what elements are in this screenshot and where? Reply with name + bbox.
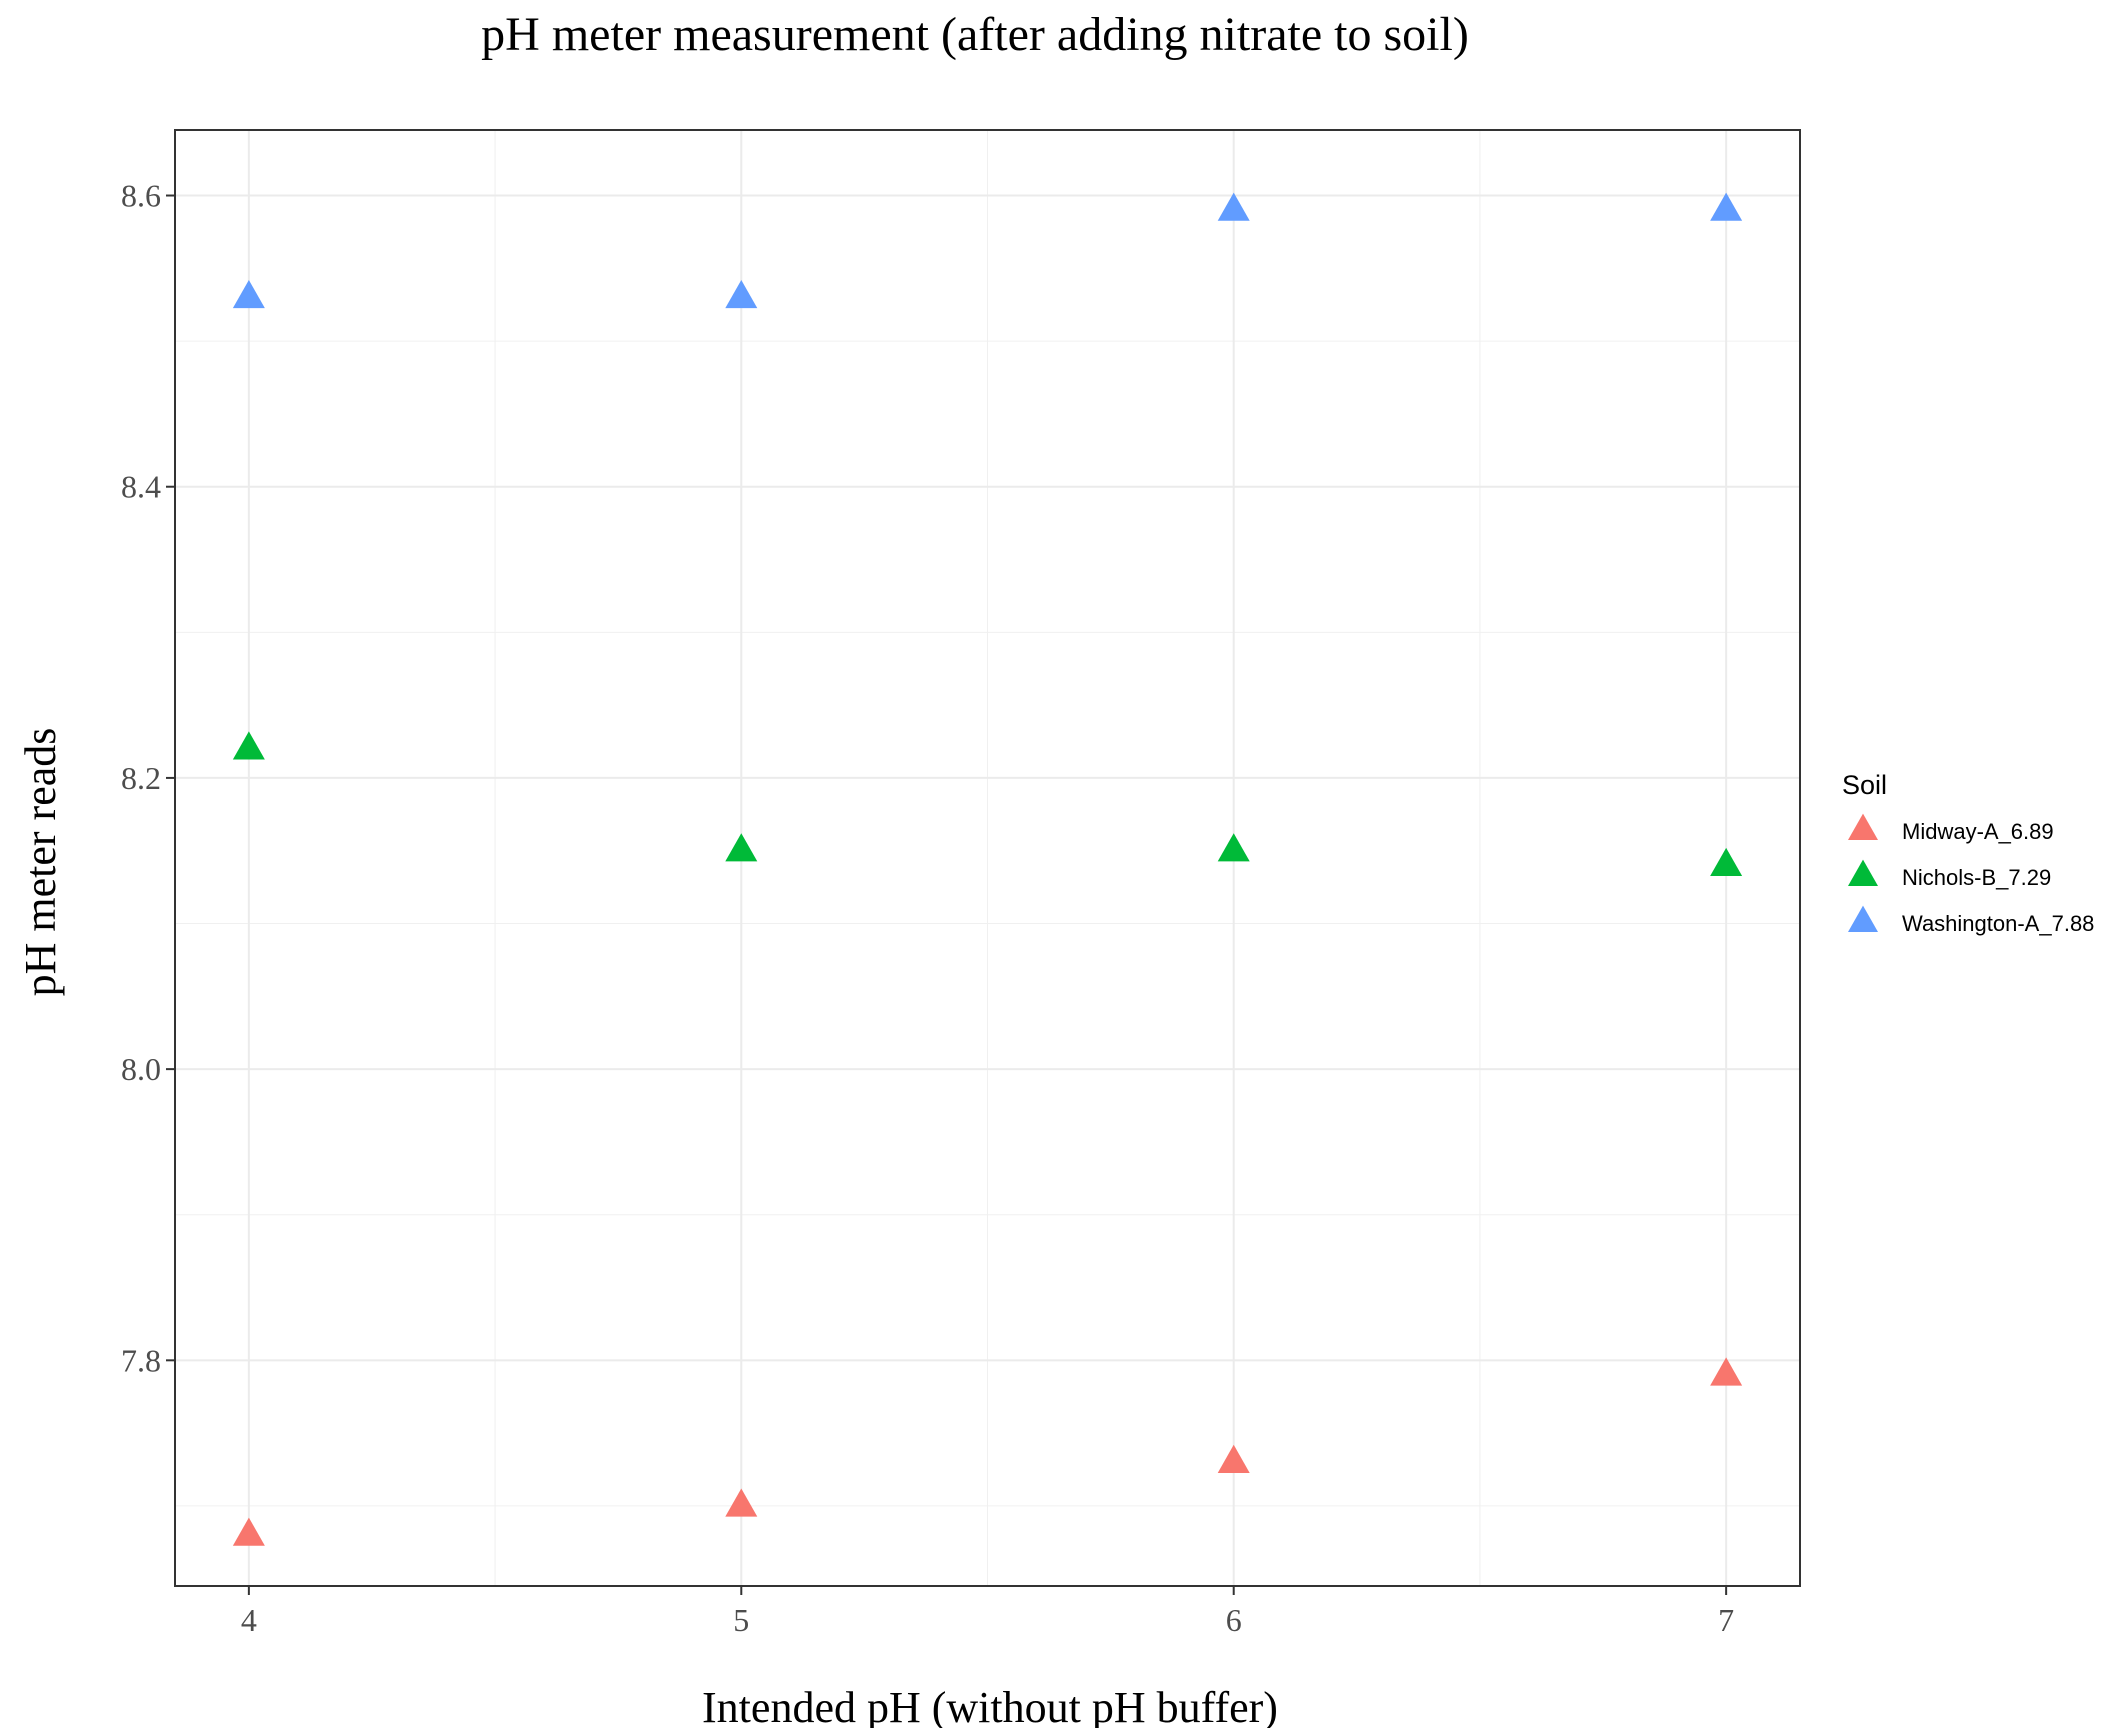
x-tick-label: 7 (1718, 1602, 1734, 1638)
y-axis-ticks: 7.8 8.0 8.2 8.4 8.6 (121, 178, 175, 1378)
data-point (1217, 1444, 1250, 1473)
legend-key (1848, 813, 1878, 841)
data-point (1217, 833, 1250, 862)
data-point (1217, 192, 1250, 221)
data-point (232, 1517, 265, 1546)
legend-label: Midway-A_6.89 (1902, 819, 2054, 844)
legend: Soil Midway-A_6.89 Nichols-B_7.29 Washingt… (1842, 770, 2094, 936)
x-tick-label: 6 (1226, 1602, 1242, 1638)
data-point (725, 1488, 758, 1517)
y-tick-label: 7.8 (121, 1342, 161, 1378)
legend-title: Soil (1842, 770, 1887, 800)
y-tick-label: 8.0 (121, 1051, 161, 1087)
data-point (1710, 1357, 1743, 1386)
grid-major (175, 130, 1800, 1586)
data-point (232, 279, 265, 309)
legend-key (1848, 905, 1878, 933)
y-tick-label: 8.4 (121, 469, 161, 505)
y-tick-label: 8.2 (121, 760, 161, 796)
data-point (1710, 847, 1743, 876)
data-point (725, 833, 758, 862)
plot-panel-border (174, 129, 1801, 1587)
data-point (1710, 192, 1743, 221)
legend-key (1848, 859, 1878, 887)
data-point (725, 279, 758, 309)
data-points (232, 192, 1743, 1546)
y-axis-label: pH meter reads (16, 728, 65, 997)
x-tick-label: 4 (241, 1602, 257, 1638)
x-axis-ticks: 4 5 6 7 (241, 1586, 1734, 1638)
legend-label: Washington-A_7.88 (1902, 911, 2094, 936)
legend-items: Midway-A_6.89 Nichols-B_7.29 Washington-A_… (1848, 813, 2094, 936)
y-tick-label: 8.6 (121, 178, 161, 214)
x-tick-label: 5 (733, 1602, 749, 1638)
data-point (232, 731, 265, 760)
legend-label: Nichols-B_7.29 (1902, 865, 2051, 890)
grid-minor (175, 130, 1800, 1586)
x-axis-label: Intended pH (without pH buffer) (702, 1683, 1278, 1728)
chart-title: pH meter measurement (after adding nitra… (481, 8, 1469, 61)
